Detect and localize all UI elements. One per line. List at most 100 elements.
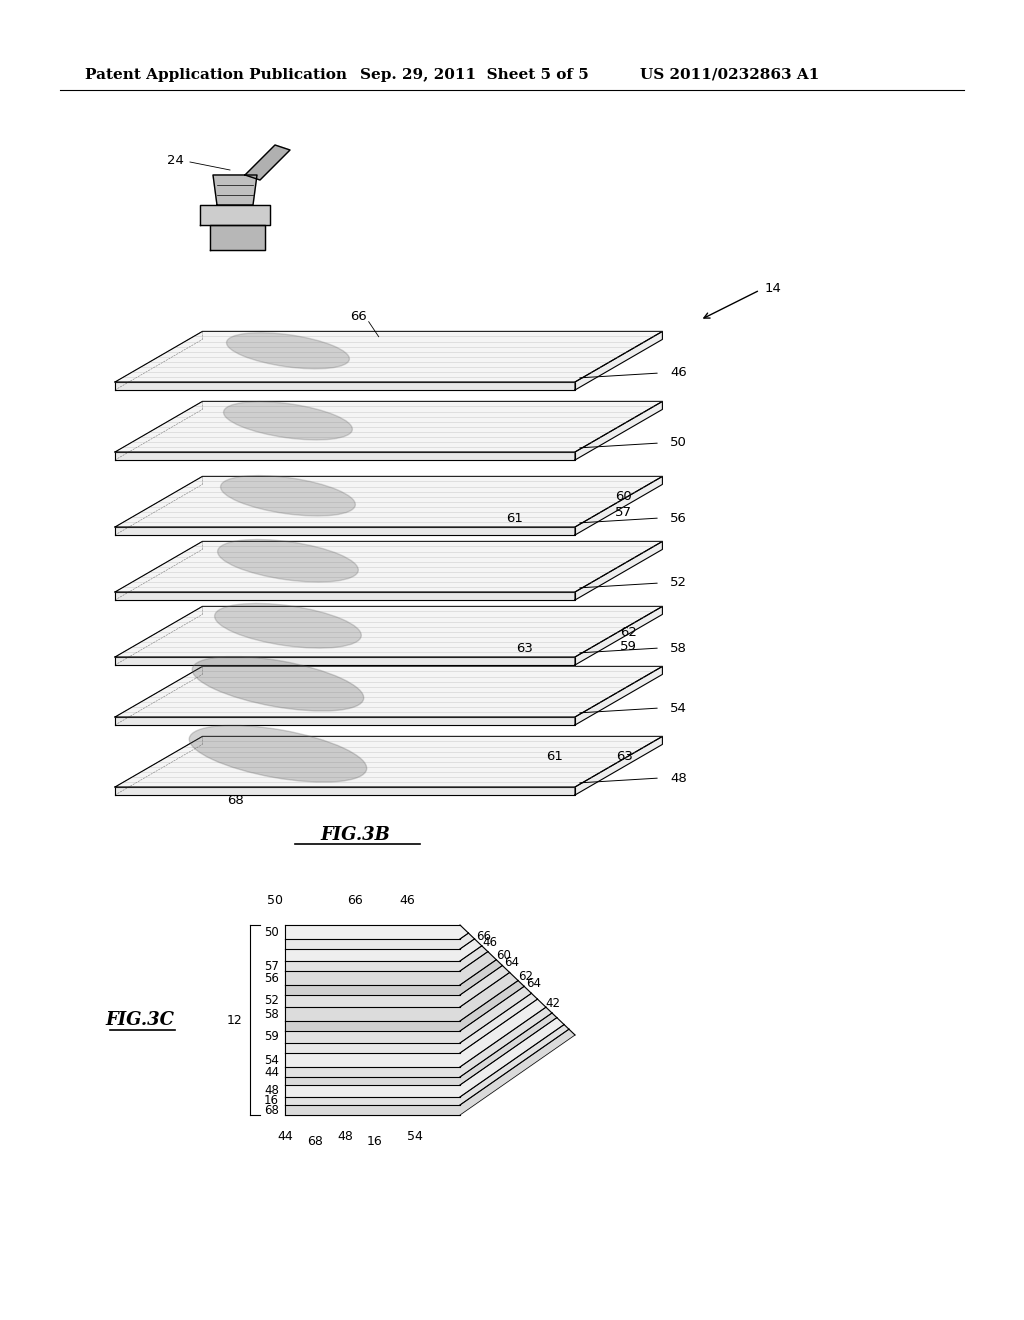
Text: 54: 54 — [670, 701, 687, 714]
Text: 66: 66 — [476, 929, 492, 942]
Polygon shape — [285, 972, 460, 985]
Polygon shape — [115, 451, 575, 459]
Polygon shape — [575, 477, 663, 535]
Polygon shape — [115, 787, 575, 795]
Text: 48: 48 — [264, 1085, 279, 1097]
Text: 57: 57 — [615, 506, 632, 519]
Polygon shape — [285, 1105, 460, 1115]
Text: 16: 16 — [368, 1135, 383, 1148]
Polygon shape — [460, 946, 487, 972]
Text: 59: 59 — [620, 640, 637, 653]
Text: 48: 48 — [337, 1130, 353, 1143]
Polygon shape — [115, 606, 663, 657]
Polygon shape — [460, 952, 497, 985]
Text: 46: 46 — [399, 894, 416, 907]
Polygon shape — [460, 965, 510, 1007]
Polygon shape — [285, 1043, 460, 1053]
Text: 56: 56 — [264, 972, 279, 985]
Polygon shape — [115, 331, 663, 381]
Ellipse shape — [193, 656, 364, 711]
Text: 50: 50 — [264, 925, 279, 939]
Polygon shape — [575, 541, 663, 601]
Polygon shape — [200, 205, 270, 224]
Polygon shape — [213, 176, 257, 205]
Text: Sep. 29, 2011  Sheet 5 of 5: Sep. 29, 2011 Sheet 5 of 5 — [360, 69, 589, 82]
Polygon shape — [285, 1067, 460, 1077]
Polygon shape — [575, 401, 663, 459]
Text: 62: 62 — [517, 970, 532, 983]
Text: 46: 46 — [482, 936, 498, 949]
Text: 14: 14 — [765, 281, 782, 294]
Polygon shape — [575, 667, 663, 725]
Polygon shape — [460, 973, 518, 1020]
Text: FIG.3B: FIG.3B — [321, 826, 390, 843]
Text: 50: 50 — [267, 894, 283, 907]
Text: 57: 57 — [264, 960, 279, 973]
Polygon shape — [460, 933, 474, 949]
Polygon shape — [460, 939, 481, 961]
Polygon shape — [115, 477, 663, 527]
Polygon shape — [460, 960, 503, 995]
Text: 50: 50 — [670, 437, 687, 450]
Polygon shape — [575, 737, 663, 795]
Polygon shape — [115, 401, 663, 451]
Polygon shape — [460, 1018, 564, 1097]
Polygon shape — [245, 145, 290, 180]
Ellipse shape — [189, 726, 367, 781]
Text: 24: 24 — [167, 153, 183, 166]
Text: 52: 52 — [670, 577, 687, 590]
Polygon shape — [575, 331, 663, 389]
Text: 68: 68 — [307, 1135, 323, 1148]
Text: US 2011/0232863 A1: US 2011/0232863 A1 — [640, 69, 819, 82]
Polygon shape — [115, 541, 663, 591]
Text: 16: 16 — [264, 1094, 279, 1107]
Polygon shape — [285, 925, 460, 939]
Text: 64: 64 — [504, 956, 519, 969]
Text: 56: 56 — [670, 511, 687, 524]
Polygon shape — [460, 986, 531, 1043]
Polygon shape — [115, 657, 575, 665]
Text: 12: 12 — [226, 1014, 242, 1027]
Ellipse shape — [223, 401, 352, 440]
Text: Patent Application Publication: Patent Application Publication — [85, 69, 347, 82]
Polygon shape — [115, 381, 575, 389]
Polygon shape — [460, 1030, 575, 1115]
Text: 44: 44 — [264, 1065, 279, 1078]
Polygon shape — [285, 961, 460, 972]
Polygon shape — [285, 1007, 460, 1020]
Text: 61: 61 — [547, 751, 563, 763]
Text: 62: 62 — [620, 626, 637, 639]
Text: 64: 64 — [526, 977, 541, 990]
Polygon shape — [285, 1077, 460, 1085]
Polygon shape — [285, 939, 460, 949]
Polygon shape — [285, 1053, 460, 1067]
Text: 59: 59 — [264, 1031, 279, 1044]
Text: 66: 66 — [347, 894, 362, 907]
Text: 66: 66 — [350, 310, 367, 323]
Text: FIG.3C: FIG.3C — [105, 1011, 174, 1030]
Text: 42: 42 — [546, 997, 560, 1010]
Ellipse shape — [226, 333, 349, 368]
Polygon shape — [115, 667, 663, 717]
Polygon shape — [115, 717, 575, 725]
Text: 44: 44 — [278, 1130, 293, 1143]
Text: 60: 60 — [496, 949, 511, 962]
Polygon shape — [460, 1012, 557, 1085]
Polygon shape — [285, 1097, 460, 1105]
Polygon shape — [285, 995, 460, 1007]
Text: 48: 48 — [670, 771, 687, 784]
Ellipse shape — [218, 540, 358, 582]
Polygon shape — [575, 606, 663, 665]
Polygon shape — [285, 985, 460, 995]
Ellipse shape — [215, 603, 361, 648]
Polygon shape — [210, 224, 265, 249]
Text: 63: 63 — [516, 643, 534, 656]
Text: 54: 54 — [408, 1130, 423, 1143]
Polygon shape — [115, 527, 575, 535]
Polygon shape — [285, 1020, 460, 1031]
Polygon shape — [285, 1031, 460, 1043]
Polygon shape — [460, 925, 468, 939]
Text: 61: 61 — [507, 512, 523, 525]
Polygon shape — [285, 1085, 460, 1097]
Polygon shape — [460, 999, 546, 1067]
